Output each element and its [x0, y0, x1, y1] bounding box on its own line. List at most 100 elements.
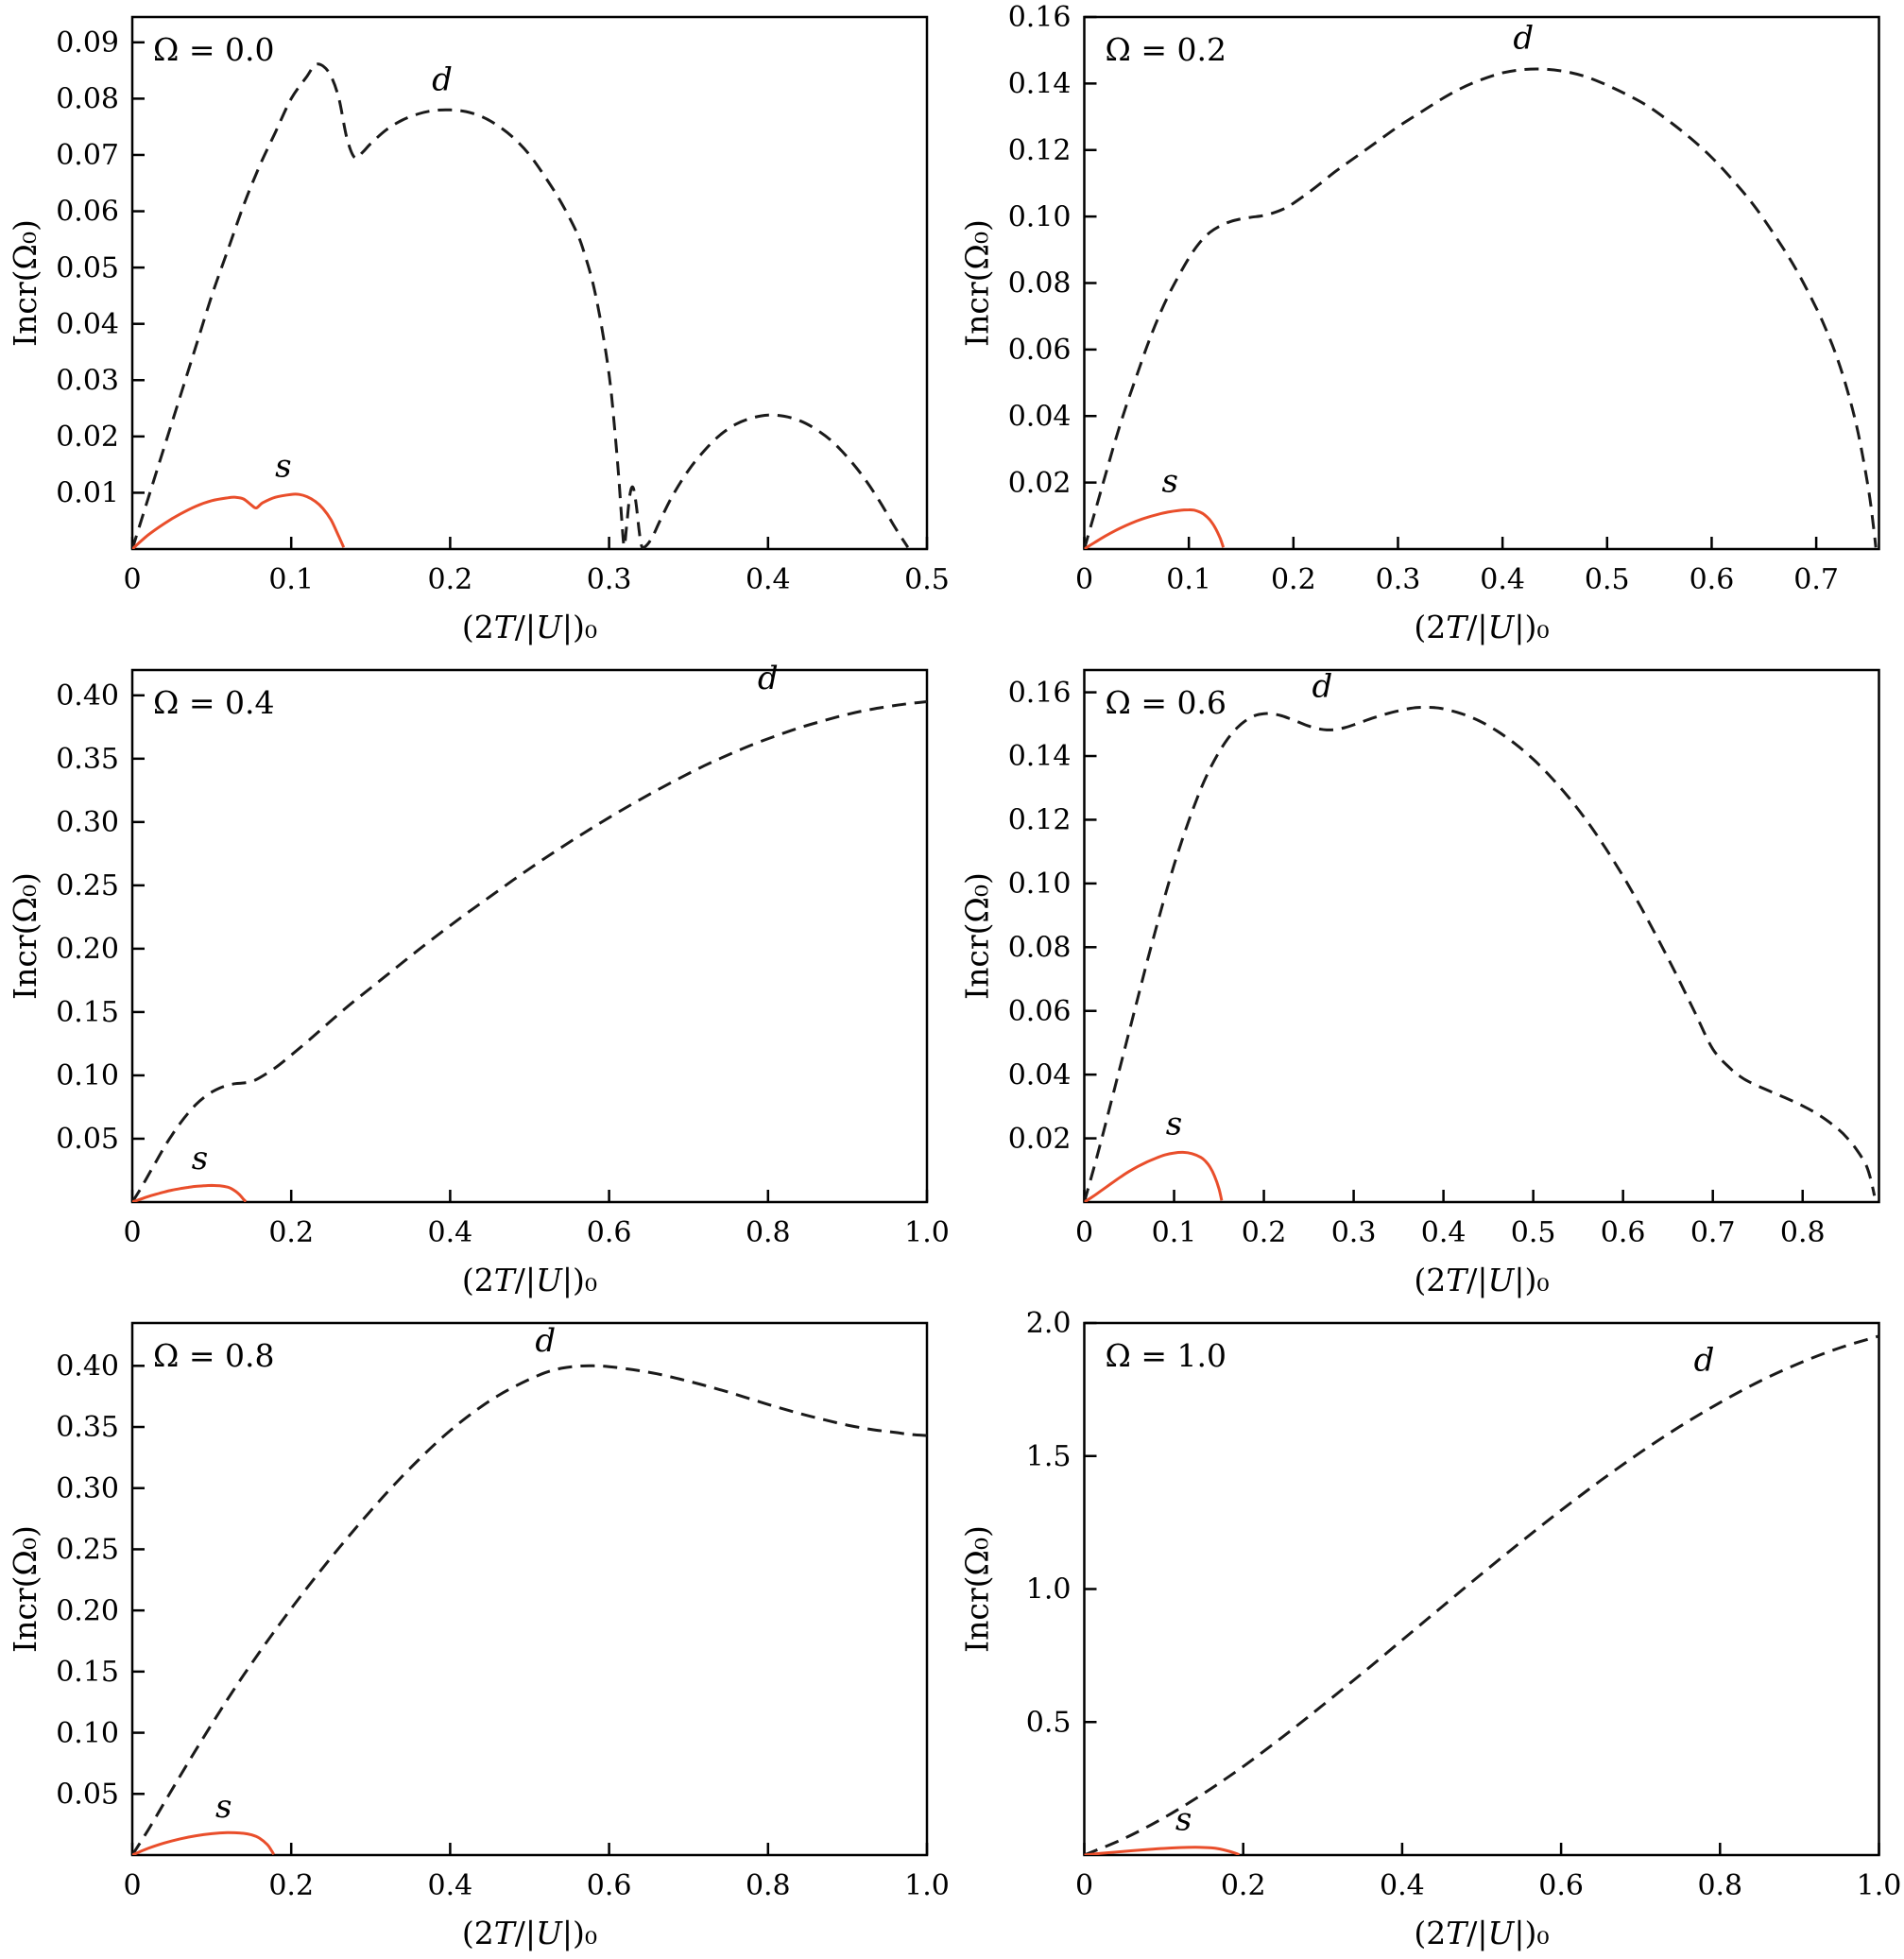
- y-tick-label: 2.0: [1026, 1307, 1072, 1340]
- chart-panel-omega-0.2: 0 0.1 0.2 0.3 0.4 0.5 0.6 0.70.020.040.060.080.…: [952, 0, 1904, 653]
- x-tick-label: 0.3: [1376, 563, 1421, 596]
- y-tick-label: 0.12: [1008, 804, 1072, 837]
- plot: 0 0.2 0.4 0.6 0.8 1.0 0.05 0.10 0.15 0.20 0.25 0.30…: [7, 1321, 950, 1951]
- y-tick-label: 0.06: [1008, 334, 1072, 367]
- y-tick-label: 0.25: [56, 869, 119, 902]
- y-tick-label: 0.5: [1026, 1706, 1072, 1739]
- d-curve-label: d: [758, 660, 779, 697]
- y-tick-label: 0.30: [56, 806, 119, 839]
- x-tick-label: 0: [123, 563, 141, 596]
- x-tick-label: 0.4: [1380, 1869, 1425, 1902]
- y-tick-label: 0.16: [1008, 677, 1072, 710]
- curves: [1084, 705, 1877, 1202]
- y-tick-label: 0.14: [1008, 68, 1072, 101]
- x-tick-label: 0.6: [587, 1869, 632, 1902]
- y-tick-label: 0.12: [1008, 134, 1072, 167]
- x-tick-label: 0.8: [746, 1869, 791, 1902]
- y-tick-label: 0.08: [56, 83, 119, 116]
- d-curve-label: d: [535, 1322, 556, 1360]
- x-tick-label: 0.1: [268, 563, 314, 596]
- s-curve-label: s: [1162, 462, 1178, 500]
- y-tick-label: 0.30: [56, 1472, 119, 1505]
- x-tick-label: 0.2: [1221, 1869, 1266, 1902]
- y-axis-label: Incr(Ω₀): [959, 872, 996, 1000]
- x-tick-label: 0.1: [1166, 563, 1211, 596]
- panel-label: Ω = 0.6: [1106, 684, 1226, 721]
- y-axis-label: Incr(Ω₀): [7, 872, 43, 1000]
- y-tick-label: 0.40: [56, 1349, 119, 1383]
- x-tick-label: 0: [1075, 1216, 1093, 1249]
- x-tick-label: 0: [1075, 1869, 1093, 1902]
- plot: 0 0.2 0.4 0.6 0.8 1.0 0.5 1.0 1.5 2.0 (2T/|U|)₀ Inc…: [959, 1307, 1902, 1951]
- x-tick-label: 0.2: [1271, 563, 1316, 596]
- panel-label: Ω = 0.0: [153, 31, 274, 68]
- d-curve: [1084, 67, 1878, 549]
- s-curve: [132, 1183, 248, 1202]
- x-tick-label: 0.3: [1331, 1216, 1377, 1249]
- y-tick-label: 0.10: [1008, 200, 1072, 233]
- y-tick-label: 0.40: [56, 679, 119, 713]
- y-tick-label: 0.20: [56, 933, 119, 966]
- x-tick-label: 0.4: [1480, 563, 1525, 596]
- panel-label: Ω = 0.4: [153, 684, 274, 721]
- d-curve: [1084, 1334, 1879, 1855]
- y-tick-label: 0.15: [56, 1656, 119, 1689]
- x-tick-label: 0.2: [268, 1216, 314, 1249]
- s-curve-label: s: [1175, 1800, 1192, 1838]
- y-tick-label: 0.03: [56, 364, 119, 397]
- x-axis: 0 0.2 0.4 0.6 0.8 1.0: [1075, 1843, 1901, 1902]
- x-tick-label: 1.0: [904, 1869, 950, 1902]
- chart-panel-omega-0.8: 0 0.2 0.4 0.6 0.8 1.0 0.05 0.10 0.15 0.20 0.25 0.30…: [0, 1306, 952, 1959]
- d-curve: [1084, 705, 1877, 1202]
- x-tick-label: 0.6: [1690, 563, 1735, 596]
- curves: [1084, 67, 1878, 549]
- y-tick-label: 0.04: [1008, 400, 1072, 433]
- y-tick-label: 0.05: [56, 1123, 119, 1156]
- curves: [132, 62, 910, 549]
- x-tick-label: 0.5: [904, 563, 950, 596]
- y-tick-label: 0.10: [56, 1059, 119, 1092]
- chart-panel-omega-0.6: 0 0.1 0.2 0.3 0.4 0.5 0.6 0.7 0.80.020.040.060.0…: [952, 653, 1904, 1306]
- y-tick-label: 0.02: [1008, 1123, 1072, 1156]
- y-axis: 0.02 0.04 0.06 0.08 0.10 0.12 0.14 0.16: [1008, 1, 1097, 500]
- y-tick-label: 0.04: [1008, 1058, 1072, 1091]
- x-tick-label: 0.1: [1152, 1216, 1197, 1249]
- plot: 0 0.2 0.4 0.6 0.8 1.0 0.05 0.10 0.15 0.20 0.25 0.30…: [7, 660, 950, 1298]
- y-tick-label: 0.08: [1008, 267, 1072, 301]
- curves: [132, 1364, 927, 1855]
- y-tick-label: 0.05: [56, 251, 119, 284]
- x-axis-label: (2T/|U|)₀: [1414, 609, 1549, 645]
- x-axis: 0 0.2 0.4 0.6 0.8 1.0: [123, 1843, 950, 1902]
- y-axis: 0.02 0.04 0.06 0.08 0.10 0.12 0.14 0.16: [1008, 677, 1097, 1156]
- x-tick-label: 0.7: [1793, 563, 1839, 596]
- y-tick-label: 0.35: [56, 743, 119, 776]
- d-curve-label: d: [432, 60, 453, 98]
- y-tick-label: 0.06: [1008, 995, 1072, 1028]
- curves: [1084, 1334, 1879, 1855]
- x-tick-label: 0.2: [1242, 1216, 1287, 1249]
- x-tick-label: 0.4: [1421, 1216, 1467, 1249]
- plot-frame: [130, 1321, 929, 1857]
- y-tick-label: 0.14: [1008, 740, 1072, 773]
- plot-frame: [130, 15, 929, 551]
- y-axis-label: Incr(Ω₀): [7, 1525, 43, 1653]
- x-tick-label: 0.2: [268, 1869, 314, 1902]
- y-tick-label: 0.05: [56, 1778, 119, 1811]
- x-tick-label: 0.6: [1538, 1869, 1584, 1902]
- x-axis: 0 0.1 0.2 0.3 0.4 0.5 0.6 0.7 0.8: [1075, 1190, 1826, 1249]
- x-tick-label: 0.8: [1697, 1869, 1742, 1902]
- y-tick-label: 0.10: [1008, 868, 1072, 901]
- y-axis: 0.05 0.10 0.15 0.20 0.25 0.30 0.35 0.40: [56, 679, 145, 1156]
- y-tick-label: 1.0: [1026, 1573, 1072, 1607]
- s-curve: [1084, 1150, 1224, 1202]
- y-tick-label: 0.20: [56, 1594, 119, 1627]
- plot-frame: [1083, 15, 1880, 551]
- y-axis-label: Incr(Ω₀): [959, 1525, 996, 1653]
- y-tick-label: 0.02: [56, 421, 119, 454]
- x-tick-label: 0: [1075, 563, 1093, 596]
- x-axis: 0 0.1 0.2 0.3 0.4 0.5 0.6 0.7: [1075, 537, 1839, 596]
- y-tick-label: 0.08: [1008, 931, 1072, 964]
- x-axis: 0 0.2 0.4 0.6 0.8 1.0: [123, 1190, 950, 1249]
- y-axis: 0.01 0.02 0.03 0.04 0.05 0.06 0.07 0.08 0.09: [56, 26, 145, 510]
- s-curve-label: s: [192, 1140, 208, 1177]
